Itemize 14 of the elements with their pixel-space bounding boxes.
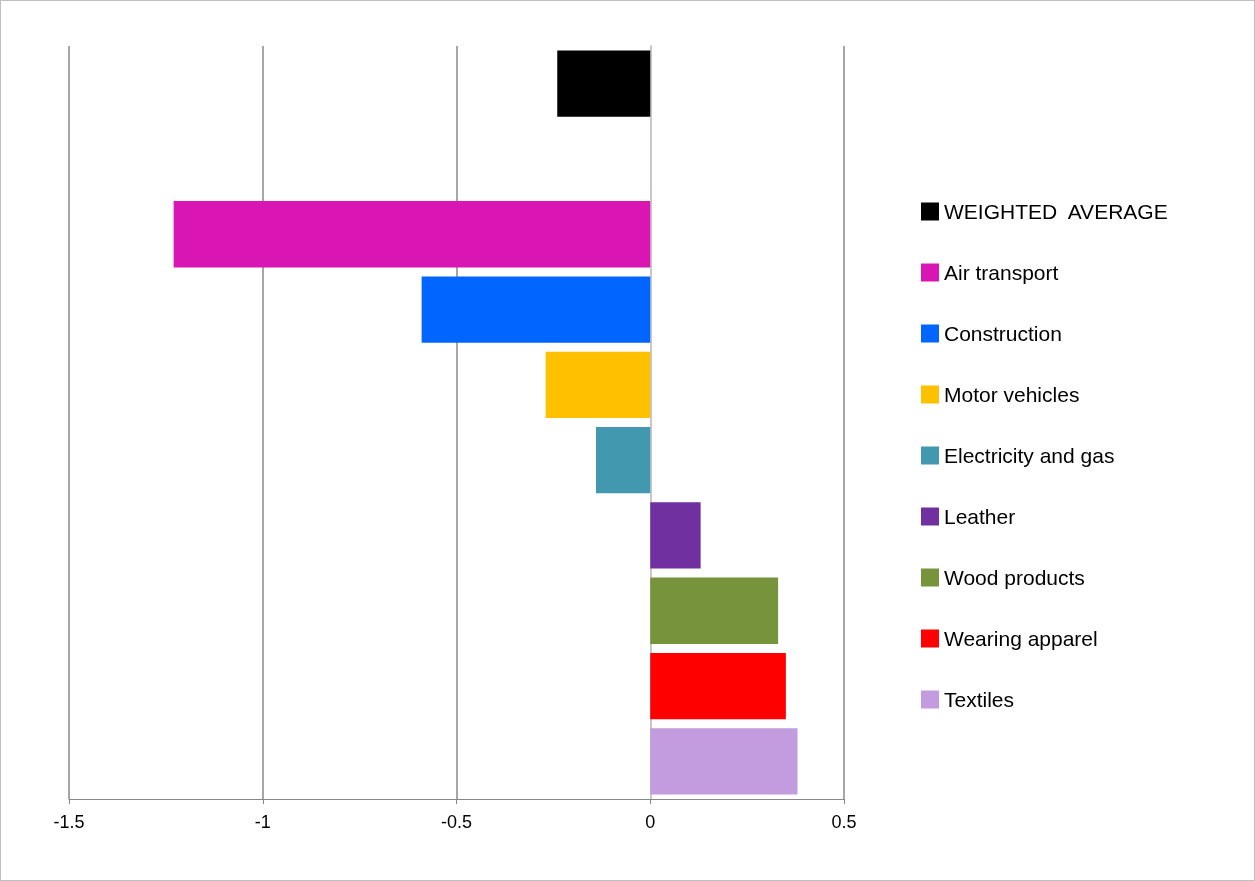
legend-label: Air transport [944,261,1059,284]
x-tick-label: 0.5 [831,812,857,832]
legend-label: Construction [944,322,1062,345]
x-tick-label: -1 [254,812,271,832]
x-tick-label: 0 [645,812,656,832]
legend-label: Leather [944,505,1016,528]
legend-label: Wood products [944,566,1085,589]
legend-label: WEIGHTED AVERAGE [944,200,1168,223]
legend-label: Motor vehicles [944,383,1080,406]
x-tick-label: -0.5 [440,812,473,832]
legend-label: Wearing apparel [944,627,1098,650]
legend-label: Electricity and gas [944,444,1115,467]
x-tick-label: -1.5 [53,812,85,832]
legend-label: Textiles [944,688,1015,711]
